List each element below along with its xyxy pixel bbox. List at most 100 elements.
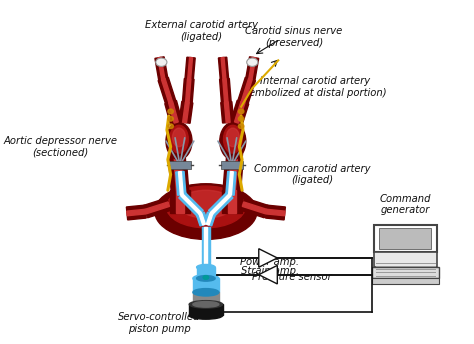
Polygon shape (226, 171, 236, 195)
Polygon shape (265, 205, 285, 220)
Ellipse shape (173, 128, 185, 147)
Polygon shape (241, 78, 252, 103)
Text: Command
generator: Command generator (380, 194, 431, 215)
Ellipse shape (189, 312, 223, 319)
Ellipse shape (197, 265, 215, 270)
Ellipse shape (193, 289, 219, 296)
Ellipse shape (226, 128, 239, 147)
Polygon shape (182, 78, 194, 103)
FancyBboxPatch shape (374, 225, 437, 252)
Polygon shape (186, 79, 191, 102)
Polygon shape (179, 101, 193, 123)
FancyBboxPatch shape (372, 267, 439, 278)
Polygon shape (235, 101, 245, 123)
Ellipse shape (193, 302, 219, 307)
Ellipse shape (220, 122, 246, 160)
Polygon shape (226, 153, 243, 168)
FancyBboxPatch shape (221, 161, 243, 169)
Text: Internal carotid artery
(embolized at distal portion): Internal carotid artery (embolized at di… (245, 76, 386, 98)
Polygon shape (231, 100, 249, 124)
FancyBboxPatch shape (193, 292, 219, 304)
Polygon shape (202, 250, 210, 267)
Polygon shape (206, 213, 213, 225)
Polygon shape (259, 265, 277, 284)
Polygon shape (155, 57, 168, 80)
Ellipse shape (168, 117, 173, 121)
Polygon shape (259, 249, 277, 267)
Ellipse shape (166, 186, 246, 228)
FancyBboxPatch shape (197, 267, 215, 278)
Ellipse shape (155, 184, 257, 239)
Polygon shape (228, 172, 233, 195)
Ellipse shape (178, 190, 234, 218)
Polygon shape (179, 172, 183, 195)
Polygon shape (181, 194, 201, 214)
Polygon shape (204, 250, 207, 267)
Polygon shape (224, 102, 230, 123)
Ellipse shape (238, 117, 244, 121)
Text: Servo-controlled
piston pump: Servo-controlled piston pump (118, 312, 201, 334)
Polygon shape (176, 190, 184, 213)
Ellipse shape (189, 301, 223, 308)
Polygon shape (165, 100, 182, 124)
Ellipse shape (238, 109, 244, 114)
Polygon shape (204, 212, 215, 226)
Ellipse shape (238, 124, 244, 129)
Polygon shape (174, 167, 183, 191)
Ellipse shape (246, 58, 258, 66)
Polygon shape (196, 212, 208, 226)
FancyBboxPatch shape (379, 228, 431, 249)
Polygon shape (169, 101, 178, 123)
Polygon shape (221, 101, 234, 123)
Text: Power amp.: Power amp. (240, 257, 300, 267)
Polygon shape (145, 202, 170, 214)
Polygon shape (266, 209, 285, 216)
Ellipse shape (197, 276, 215, 281)
Polygon shape (176, 171, 186, 195)
Polygon shape (127, 205, 146, 220)
Ellipse shape (168, 124, 173, 129)
Text: Aortic depressor nerve
(sectioned): Aortic depressor nerve (sectioned) (3, 136, 117, 158)
Polygon shape (241, 198, 268, 218)
Polygon shape (223, 166, 243, 191)
Polygon shape (170, 190, 190, 213)
Polygon shape (228, 190, 236, 213)
Polygon shape (230, 153, 238, 167)
Text: Pressure sensor: Pressure sensor (252, 271, 332, 281)
Text: Common carotid artery
(ligated): Common carotid artery (ligated) (255, 164, 371, 185)
Text: Strain amp.: Strain amp. (241, 266, 299, 276)
Polygon shape (242, 202, 267, 214)
Polygon shape (182, 102, 189, 123)
Ellipse shape (170, 125, 188, 153)
Polygon shape (188, 57, 192, 79)
Polygon shape (219, 78, 231, 103)
Polygon shape (127, 209, 146, 216)
Polygon shape (223, 79, 228, 102)
Polygon shape (209, 192, 233, 216)
Polygon shape (222, 190, 242, 213)
Ellipse shape (203, 276, 209, 279)
Polygon shape (219, 57, 228, 79)
Polygon shape (249, 57, 256, 79)
Text: Carotid sinus nerve
(preserved): Carotid sinus nerve (preserved) (246, 26, 343, 47)
Polygon shape (202, 227, 210, 250)
Polygon shape (158, 77, 176, 104)
Polygon shape (179, 192, 203, 216)
Polygon shape (221, 57, 226, 79)
Polygon shape (210, 194, 231, 214)
Polygon shape (169, 166, 189, 191)
Polygon shape (144, 198, 171, 218)
Ellipse shape (166, 122, 192, 160)
Polygon shape (204, 227, 207, 250)
FancyBboxPatch shape (169, 161, 191, 169)
Polygon shape (199, 213, 205, 225)
Text: External carotid artery
(ligated): External carotid artery (ligated) (145, 21, 258, 42)
FancyBboxPatch shape (193, 278, 219, 292)
Polygon shape (169, 153, 186, 168)
FancyBboxPatch shape (374, 252, 437, 267)
Polygon shape (228, 167, 237, 191)
Polygon shape (238, 77, 255, 104)
Polygon shape (162, 78, 173, 103)
Polygon shape (246, 57, 259, 80)
Ellipse shape (224, 125, 242, 153)
